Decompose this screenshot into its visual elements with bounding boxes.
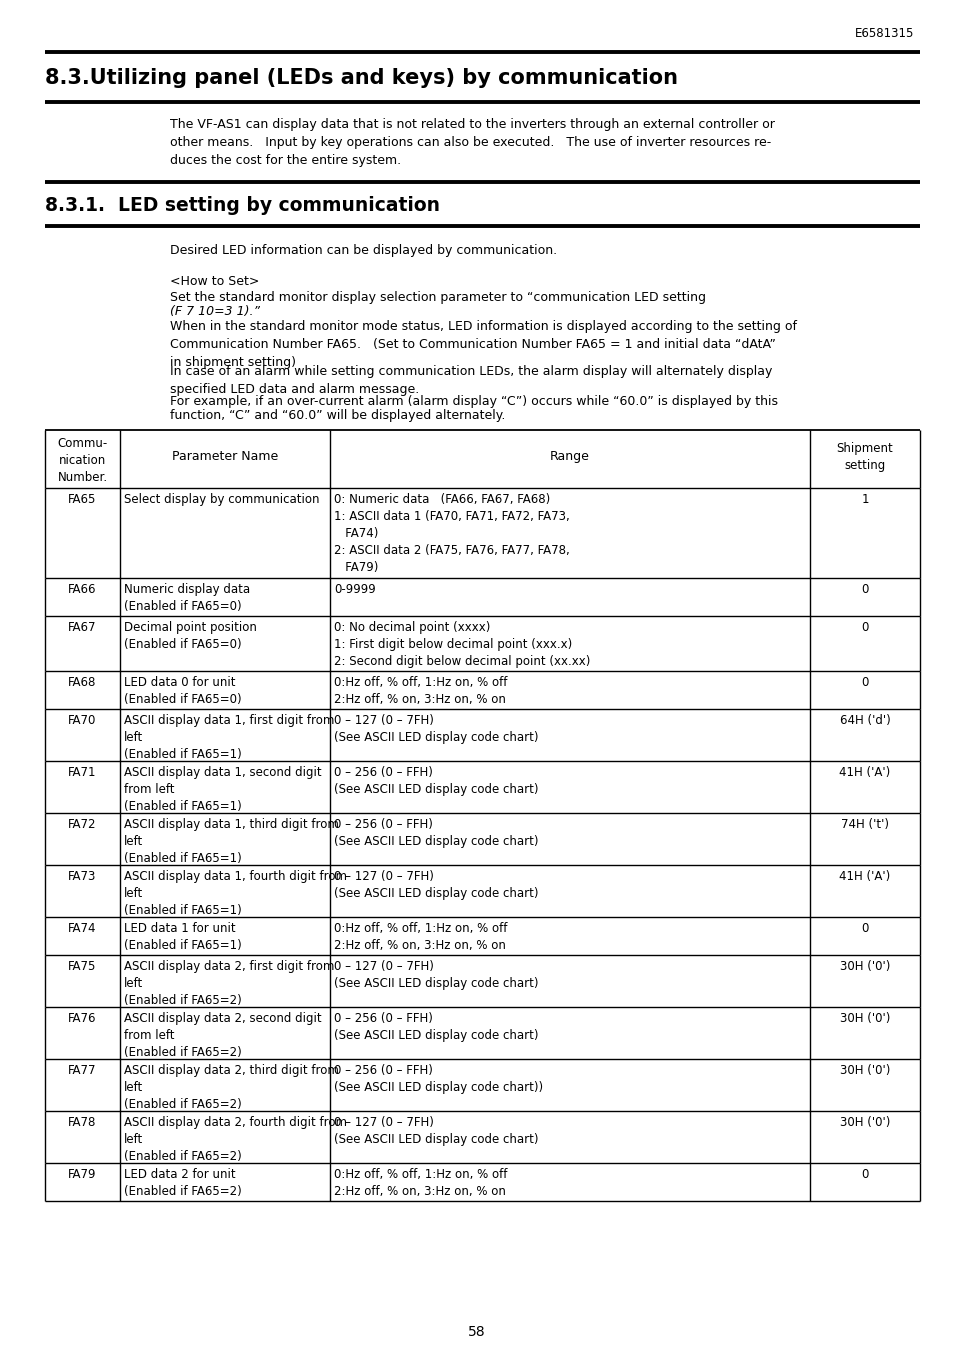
Text: FA79: FA79 [69,1168,96,1181]
Text: For example, if an over-current alarm (alarm display “C”) occurs while “60.0” is: For example, if an over-current alarm (a… [170,396,778,408]
Text: FA73: FA73 [69,869,96,883]
Text: Select display by communication: Select display by communication [124,493,319,506]
Text: 8.3.Utilizing panel (LEDs and keys) by communication: 8.3.Utilizing panel (LEDs and keys) by c… [45,68,678,88]
Text: Desired LED information can be displayed by communication.: Desired LED information can be displayed… [170,244,557,256]
Text: 41H ('A'): 41H ('A') [839,869,890,883]
Text: 0 – 127 (0 – 7FH)
(See ASCII LED display code chart): 0 – 127 (0 – 7FH) (See ASCII LED display… [334,869,537,900]
Text: 0 – 127 (0 – 7FH)
(See ASCII LED display code chart): 0 – 127 (0 – 7FH) (See ASCII LED display… [334,714,537,744]
Text: 0 – 256 (0 – FFH)
(See ASCII LED display code chart): 0 – 256 (0 – FFH) (See ASCII LED display… [334,818,537,848]
Text: 58: 58 [468,1324,485,1339]
Text: 30H ('0'): 30H ('0') [839,1116,889,1129]
Text: 0 – 256 (0 – FFH)
(See ASCII LED display code chart): 0 – 256 (0 – FFH) (See ASCII LED display… [334,765,537,796]
Text: Commu-
nication
Number.: Commu- nication Number. [57,437,108,485]
Text: 30H ('0'): 30H ('0') [839,1064,889,1077]
Text: Range: Range [550,450,589,463]
Text: ASCII display data 1, second digit
from left
(Enabled if FA65=1): ASCII display data 1, second digit from … [124,765,321,813]
Text: FA67: FA67 [69,621,96,634]
Text: 30H ('0'): 30H ('0') [839,960,889,973]
Text: FA71: FA71 [69,765,96,779]
Text: 0:Hz off, % off, 1:Hz on, % off
2:Hz off, % on, 3:Hz on, % on: 0:Hz off, % off, 1:Hz on, % off 2:Hz off… [334,1168,507,1197]
Text: ASCII display data 2, fourth digit from
left
(Enabled if FA65=2): ASCII display data 2, fourth digit from … [124,1116,347,1162]
Text: FA76: FA76 [69,1012,96,1025]
Text: ASCII display data 2, third digit from
left
(Enabled if FA65=2): ASCII display data 2, third digit from l… [124,1064,338,1111]
Text: (F 7 10=3 1).”: (F 7 10=3 1).” [170,305,260,319]
Text: FA66: FA66 [69,583,96,595]
Text: In case of an alarm while setting communication LEDs, the alarm display will alt: In case of an alarm while setting commun… [170,364,772,396]
Text: FA68: FA68 [69,676,96,688]
Text: FA72: FA72 [69,818,96,832]
Text: LED data 0 for unit
(Enabled if FA65=0): LED data 0 for unit (Enabled if FA65=0) [124,676,241,706]
Text: 41H ('A'): 41H ('A') [839,765,890,779]
Text: 0: 0 [861,583,868,595]
Text: ASCII display data 1, first digit from
left
(Enabled if FA65=1): ASCII display data 1, first digit from l… [124,714,334,761]
Text: <How to Set>: <How to Set> [170,275,259,288]
Text: 0: 0 [861,1168,868,1181]
Text: LED data 2 for unit
(Enabled if FA65=2): LED data 2 for unit (Enabled if FA65=2) [124,1168,241,1197]
Text: 0 – 256 (0 – FFH)
(See ASCII LED display code chart)): 0 – 256 (0 – FFH) (See ASCII LED display… [334,1064,542,1094]
Text: ASCII display data 2, second digit
from left
(Enabled if FA65=2): ASCII display data 2, second digit from … [124,1012,321,1058]
Text: FA70: FA70 [69,714,96,728]
Text: 0 – 127 (0 – 7FH)
(See ASCII LED display code chart): 0 – 127 (0 – 7FH) (See ASCII LED display… [334,1116,537,1146]
Text: 0 – 256 (0 – FFH)
(See ASCII LED display code chart): 0 – 256 (0 – FFH) (See ASCII LED display… [334,1012,537,1042]
Text: Shipment
setting: Shipment setting [836,441,892,472]
Text: 74H ('t'): 74H ('t') [841,818,888,832]
Text: When in the standard monitor mode status, LED information is displayed according: When in the standard monitor mode status… [170,320,796,369]
Text: 1: 1 [861,493,868,506]
Text: FA65: FA65 [69,493,96,506]
Text: 30H ('0'): 30H ('0') [839,1012,889,1025]
Text: FA74: FA74 [69,922,96,936]
Text: FA75: FA75 [69,960,96,973]
Text: 64H ('d'): 64H ('d') [839,714,889,728]
Text: 0: No decimal point (xxxx)
1: First digit below decimal point (xxx.x)
2: Second : 0: No decimal point (xxxx) 1: First digi… [334,621,590,668]
Text: ASCII display data 2, first digit from
left
(Enabled if FA65=2): ASCII display data 2, first digit from l… [124,960,334,1007]
Text: Decimal point position
(Enabled if FA65=0): Decimal point position (Enabled if FA65=… [124,621,256,651]
Text: ASCII display data 1, third digit from
left
(Enabled if FA65=1): ASCII display data 1, third digit from l… [124,818,338,865]
Text: LED data 1 for unit
(Enabled if FA65=1): LED data 1 for unit (Enabled if FA65=1) [124,922,241,952]
Text: Numeric display data
(Enabled if FA65=0): Numeric display data (Enabled if FA65=0) [124,583,250,613]
Text: 8.3.1.  LED setting by communication: 8.3.1. LED setting by communication [45,196,439,215]
Text: function, “C” and “60.0” will be displayed alternately.: function, “C” and “60.0” will be display… [170,409,505,423]
Text: The VF-AS1 can display data that is not related to the inverters through an exte: The VF-AS1 can display data that is not … [170,117,774,167]
Text: ASCII display data 1, fourth digit from
left
(Enabled if FA65=1): ASCII display data 1, fourth digit from … [124,869,347,917]
Text: Parameter Name: Parameter Name [172,450,278,463]
Text: Set the standard monitor display selection parameter to “communication LED setti: Set the standard monitor display selecti… [170,292,705,304]
Text: 0:Hz off, % off, 1:Hz on, % off
2:Hz off, % on, 3:Hz on, % on: 0:Hz off, % off, 1:Hz on, % off 2:Hz off… [334,922,507,952]
Text: FA77: FA77 [69,1064,96,1077]
Text: 0: 0 [861,621,868,634]
Text: 0-9999: 0-9999 [334,583,375,595]
Text: 0: 0 [861,922,868,936]
Text: FA78: FA78 [69,1116,96,1129]
Text: 0 – 127 (0 – 7FH)
(See ASCII LED display code chart): 0 – 127 (0 – 7FH) (See ASCII LED display… [334,960,537,990]
Text: E6581315: E6581315 [854,27,913,40]
Text: 0:Hz off, % off, 1:Hz on, % off
2:Hz off, % on, 3:Hz on, % on: 0:Hz off, % off, 1:Hz on, % off 2:Hz off… [334,676,507,706]
Text: 0: Numeric data   (FA66, FA67, FA68)
1: ASCII data 1 (FA70, FA71, FA72, FA73,
  : 0: Numeric data (FA66, FA67, FA68) 1: AS… [334,493,569,574]
Text: 0: 0 [861,676,868,688]
